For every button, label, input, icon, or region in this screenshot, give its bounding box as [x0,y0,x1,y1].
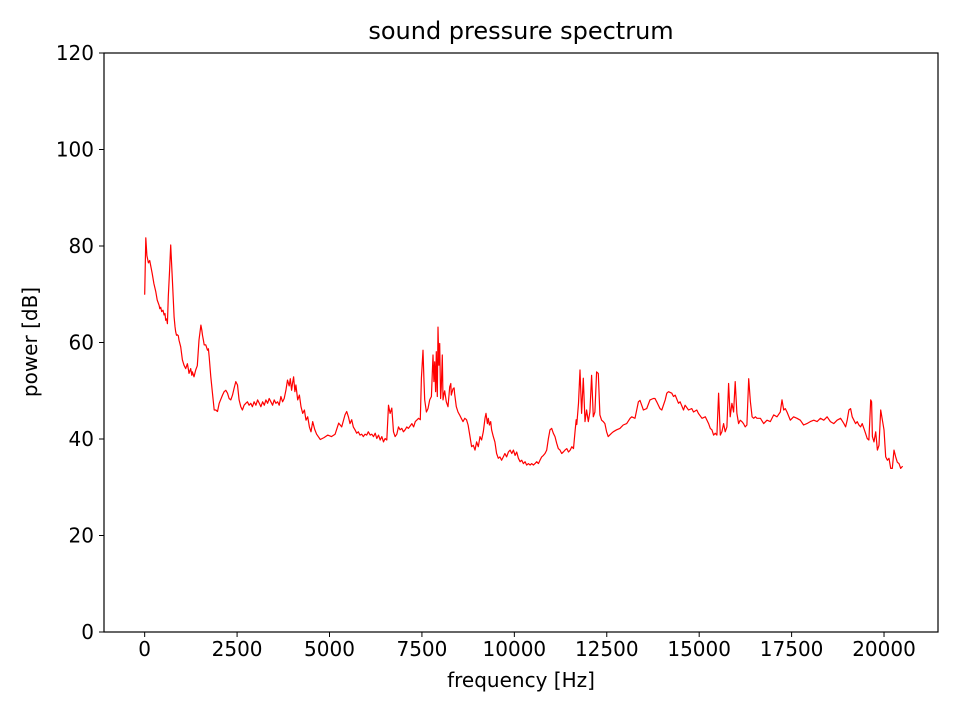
x-tick-label: 5000 [304,637,355,661]
y-tick-label: 60 [69,331,94,355]
x-tick-label: 15000 [667,637,731,661]
x-tick-label: 2500 [212,637,263,661]
x-axis-label: frequency [Hz] [447,668,595,692]
x-tick-label: 7500 [396,637,447,661]
spectrum-data-line [144,237,903,469]
axes-frame [103,52,939,633]
y-axis-label: power [dB] [18,286,42,398]
x-tick-label: 10000 [483,637,547,661]
x-tick-label: 0 [138,637,151,661]
y-tick-label: 80 [69,234,94,258]
chart-title: sound pressure spectrum [368,17,674,45]
x-tick-label: 12500 [575,637,639,661]
y-tick-label: 100 [56,138,94,162]
y-tick-label: 40 [69,427,94,451]
x-tick-label: 20000 [852,637,916,661]
y-tick-label: 120 [56,41,94,65]
y-tick-label: 0 [81,620,94,644]
y-tick-label: 20 [69,524,94,548]
x-tick-label: 17500 [760,637,824,661]
